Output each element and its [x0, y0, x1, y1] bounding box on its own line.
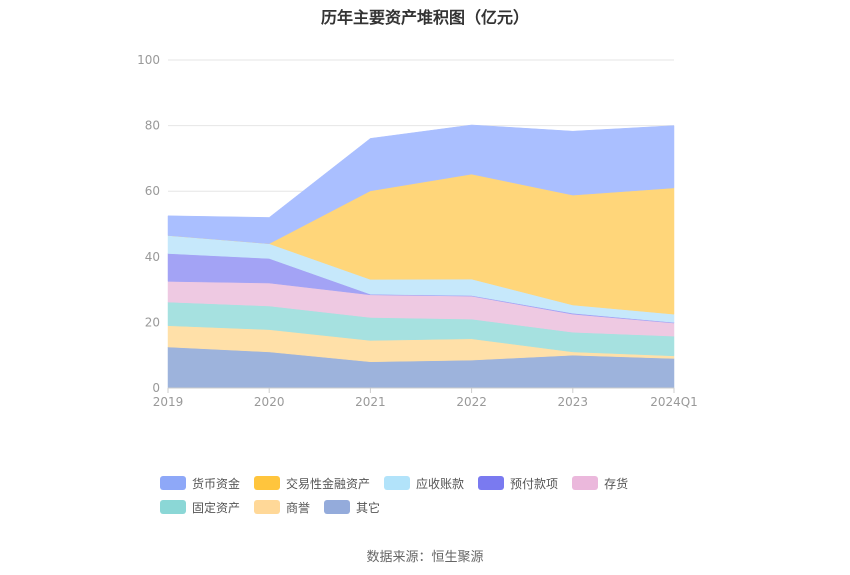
data-source: 数据来源：恒生聚源: [366, 550, 484, 565]
legend-label: 存货: [604, 476, 629, 491]
legend-item[interactable]: 商誉: [254, 495, 310, 519]
legend-swatch: [384, 476, 411, 490]
legend-swatch: [160, 476, 186, 490]
x-tick-label: 2023: [558, 395, 589, 409]
y-tick-label: 100: [137, 53, 160, 67]
legend-label: 商誉: [286, 500, 311, 515]
y-axis-ticks: 0 20 40 60 80 100: [137, 53, 160, 395]
y-tick-label: 0: [152, 381, 160, 395]
legend-item[interactable]: 其它: [324, 495, 380, 519]
legend-item[interactable]: 存货: [572, 471, 628, 495]
legend-label: 其它: [356, 500, 381, 515]
legend: 货币资金 交易性金融资产 应收账款 预付款项 存货固定资产 商誉 其它: [160, 471, 720, 519]
legend-label: 货币资金: [192, 476, 241, 491]
stacked-area-chart: 0 20 40 60 80 100 2019 2020 2021 2022 2023 2024Q1: [137, 53, 698, 409]
legend-label: 固定资产: [192, 500, 241, 515]
x-tick-label: 2021: [355, 395, 386, 409]
area-series: [167, 124, 675, 389]
y-tick-label: 80: [145, 119, 160, 133]
x-tick-label: 2024Q1: [650, 395, 698, 409]
legend-swatch: [254, 500, 281, 514]
chart-title: 历年主要资产堆积图（亿元）: [320, 8, 529, 27]
legend-swatch: [324, 500, 351, 514]
x-tick-label: 2019: [153, 395, 184, 409]
legend-label: 应收账款: [416, 476, 465, 491]
legend-swatch: [572, 476, 599, 490]
legend-swatch: [254, 476, 281, 490]
x-tick-label: 2020: [254, 395, 285, 409]
x-axis: 2019 2020 2021 2022 2023 2024Q1: [153, 387, 698, 409]
y-tick-label: 60: [145, 184, 160, 198]
y-tick-label: 20: [145, 315, 160, 329]
legend-item[interactable]: 交易性金融资产: [254, 471, 370, 495]
legend-item[interactable]: 预付款项: [478, 471, 558, 495]
legend-item[interactable]: 固定资产: [160, 495, 240, 519]
x-tick-label: 2022: [456, 395, 487, 409]
legend-swatch: [160, 500, 186, 514]
legend-item[interactable]: 应收账款: [384, 471, 464, 495]
y-tick-label: 40: [145, 250, 160, 264]
legend-label: 交易性金融资产: [286, 476, 371, 491]
area-货币资金: [167, 124, 675, 244]
legend-label: 预付款项: [510, 476, 559, 491]
legend-swatch: [478, 476, 505, 490]
legend-item[interactable]: 货币资金: [160, 471, 240, 495]
